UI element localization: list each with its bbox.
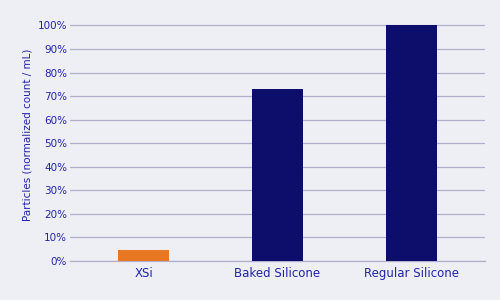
Bar <box>252 89 303 261</box>
Bar <box>118 250 169 261</box>
Y-axis label: Particles (normalized count / mL): Particles (normalized count / mL) <box>22 49 32 221</box>
Bar <box>386 26 437 261</box>
